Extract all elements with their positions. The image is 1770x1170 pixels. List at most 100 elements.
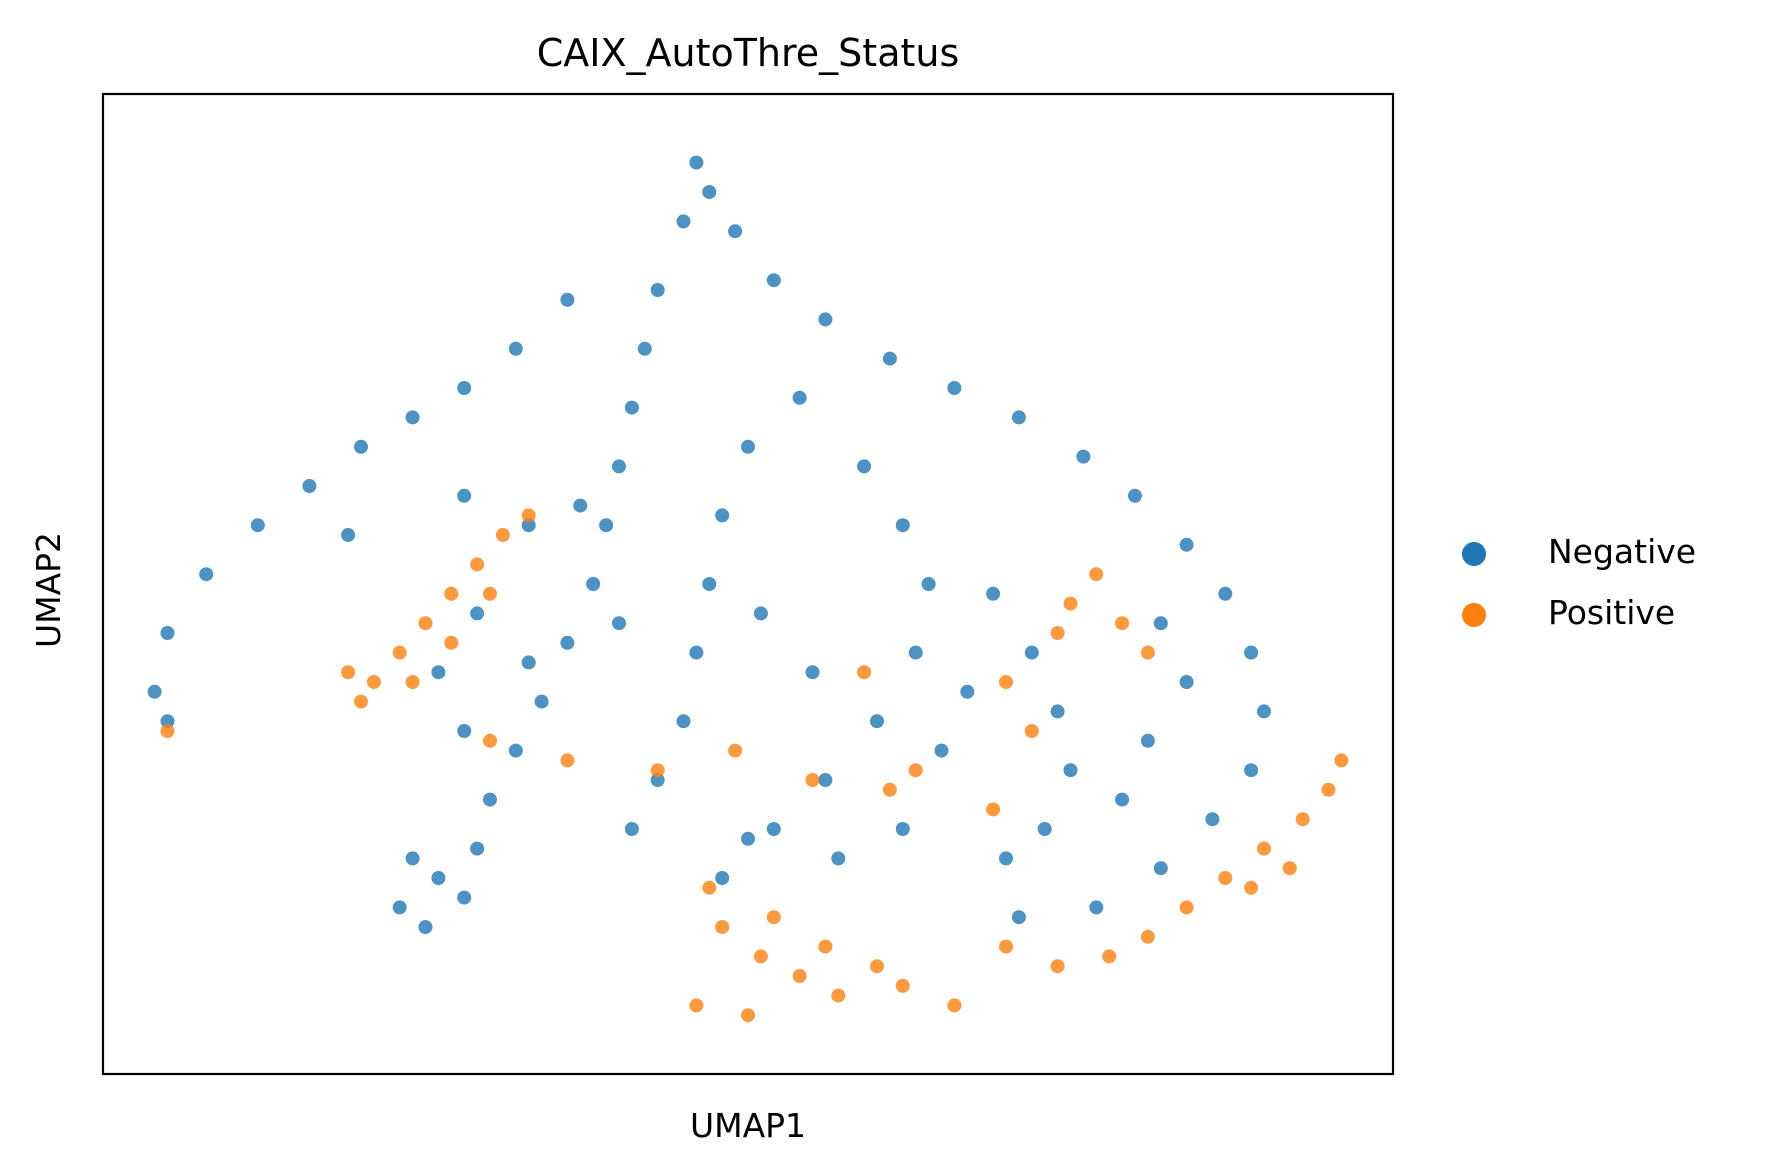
point-negative-43 [715,508,730,523]
point-negative-34 [354,439,368,454]
point-negative-88 [341,528,356,542]
point-positive-9 [405,675,420,689]
point-negative-69 [612,616,626,631]
point-negative-76 [431,871,446,885]
point-positive-52 [986,802,1001,817]
point-negative-0 [689,155,704,170]
point-negative-8 [1076,449,1091,464]
point-negative-15 [1205,812,1220,827]
point-positive-39 [1050,626,1065,640]
point-positive-50 [160,724,175,738]
point-negative-84 [895,822,910,836]
point-negative-61 [1153,616,1168,631]
point-negative-31 [508,341,523,356]
point-positive-22 [999,939,1013,954]
point-negative-19 [676,214,691,229]
point-negative-7 [1011,410,1026,425]
point-negative-13 [1257,704,1271,719]
point-negative-47 [650,773,665,787]
point-negative-83 [831,851,846,866]
point-negative-59 [1063,763,1078,778]
point-negative-39 [147,684,162,699]
point-positive-7 [521,508,536,523]
point-negative-49 [857,459,872,474]
point-positive-10 [444,635,459,650]
point-negative-5 [882,351,897,366]
point-negative-68 [521,655,536,670]
point-positive-29 [1295,812,1310,827]
point-negative-62 [1179,675,1194,689]
positive-points-group [160,508,1349,1023]
point-positive-12 [715,920,730,934]
point-negative-79 [418,920,433,934]
point-negative-32 [457,381,472,395]
point-positive-20 [741,1008,755,1023]
point-negative-85 [573,498,588,513]
point-negative-73 [934,743,949,758]
point-negative-27 [534,694,549,709]
point-negative-21 [637,341,652,356]
point-positive-0 [341,665,356,680]
point-negative-53 [870,714,884,729]
point-positive-3 [418,616,433,631]
point-negative-67 [457,724,472,738]
legend-label-negative: Negative [1548,532,1696,571]
point-negative-20 [650,283,665,297]
point-positive-30 [1321,782,1336,797]
point-negative-2 [728,224,743,239]
point-negative-57 [1024,645,1039,660]
point-negative-86 [521,518,536,533]
point-negative-78 [392,900,407,915]
point-negative-11 [1218,586,1233,601]
point-positive-24 [1102,949,1117,964]
legend-label-positive: Positive [1548,593,1675,632]
point-negative-56 [986,586,1001,601]
point-negative-1 [702,185,717,199]
point-negative-14 [1244,763,1259,778]
point-negative-3 [766,273,781,288]
point-positive-19 [689,998,704,1013]
legend: Negative Positive [1462,532,1696,632]
point-negative-72 [960,684,975,699]
point-positive-42 [650,763,665,778]
point-positive-46 [1024,724,1039,738]
point-positive-23 [1050,959,1065,974]
point-positive-2 [392,645,407,660]
point-positive-49 [857,665,872,680]
point-negative-25 [586,577,601,591]
point-negative-17 [1089,900,1104,915]
point-positive-18 [870,959,884,974]
point-negative-44 [702,577,717,591]
point-positive-6 [495,528,510,542]
point-negative-33 [405,410,420,425]
point-positive-5 [470,557,485,572]
point-positive-21 [895,978,910,993]
point-negative-28 [508,743,523,758]
point-positive-35 [1063,596,1078,611]
point-negative-82 [741,831,755,846]
point-negative-42 [741,439,755,454]
point-negative-45 [689,645,704,660]
point-negative-22 [624,400,639,415]
point-negative-35 [302,479,317,493]
point-negative-48 [624,822,639,836]
point-negative-52 [908,645,923,660]
point-negative-16 [1153,861,1168,876]
legend-marker-negative [1462,542,1486,566]
point-negative-70 [753,606,768,621]
legend-marker-positive [1462,603,1486,627]
point-negative-9 [1128,488,1142,503]
point-negative-80 [470,841,485,856]
point-negative-65 [470,606,485,621]
point-positive-31 [1334,753,1349,768]
point-positive-15 [831,988,846,1003]
point-positive-48 [728,743,743,758]
plot-frame [101,92,1395,1076]
point-positive-32 [1282,861,1297,876]
point-negative-81 [715,871,730,885]
x-axis-label: UMAP1 [690,1106,806,1145]
point-positive-4 [444,586,459,601]
point-positive-8 [354,694,368,709]
point-negative-30 [560,292,575,307]
